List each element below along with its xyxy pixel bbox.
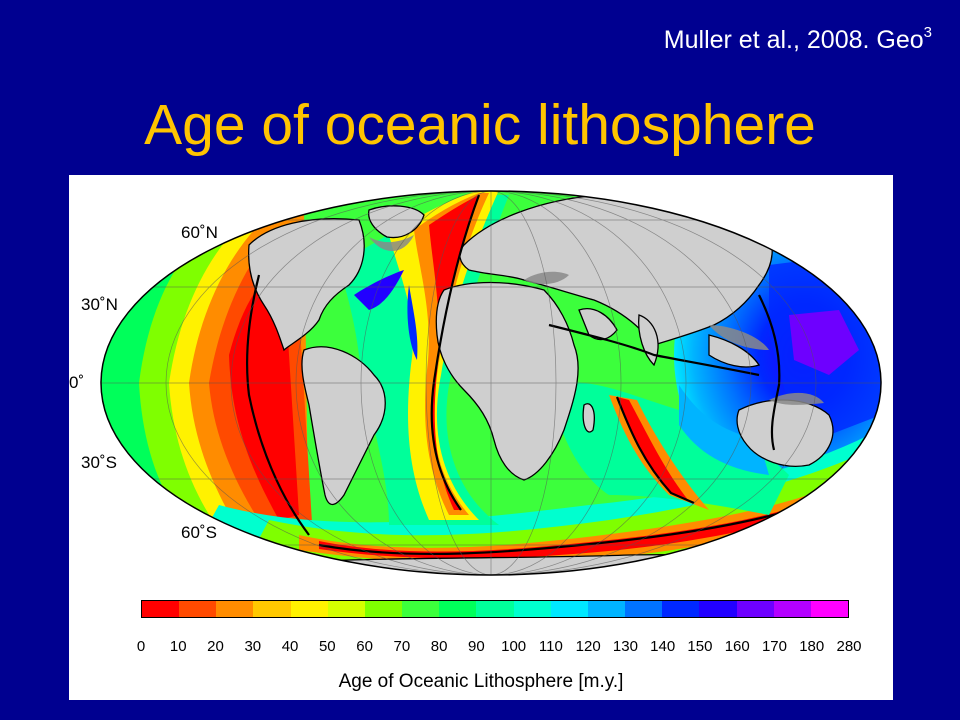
pacific-oldest-crust: [789, 310, 859, 375]
colorbar-swatch: [587, 601, 626, 617]
colorbar-swatch: [662, 601, 700, 617]
slide-title: Age of oceanic lithosphere: [0, 92, 960, 158]
colorbar-swatch: [550, 601, 588, 617]
colorbar-swatch: [216, 601, 254, 617]
lat-label-60n: 60˚N: [181, 223, 218, 242]
south-america: [301, 346, 386, 506]
colorbar-tick-label: 80: [430, 638, 448, 655]
colorbar-tick-label: 100: [501, 638, 527, 655]
lat-label-30s: 30˚S: [81, 453, 117, 472]
colorbar-tick-label: 50: [318, 638, 336, 655]
colorbar-swatch: [364, 601, 403, 617]
wharton-basin: [679, 385, 769, 475]
colorbar-swatch: [513, 601, 551, 617]
colorbar-tick-label: 30: [244, 638, 262, 655]
colorbar-tick-label: 120: [575, 638, 601, 655]
southeast-asia: [708, 334, 761, 368]
colorbar-tick-label: 140: [650, 638, 676, 655]
indian-ridge-red: [617, 397, 689, 501]
colorbar-tick-label: 180: [799, 638, 825, 655]
lat-label-30n: 30˚N: [81, 295, 118, 314]
lat-label-60s: 60˚S: [181, 523, 217, 542]
west-pacific-boundary: [758, 294, 781, 451]
colorbar-swatch: [327, 601, 365, 617]
globe-body: [101, 191, 881, 575]
graticule: [101, 191, 881, 575]
colorbar-swatch: [402, 601, 440, 617]
colorbar-swatch: [773, 601, 811, 617]
map-figure: 60˚N 30˚N 0˚ 30˚S 60˚S 0 10 20 30 40 50 60 70 80…: [69, 175, 893, 700]
colorbar-tick-label: 20: [207, 638, 224, 655]
madagascar: [582, 403, 595, 433]
colorbar-tick-label: 150: [687, 638, 713, 655]
colorbar-tick-label: 60: [356, 638, 373, 655]
indian-ocean-base: [549, 382, 789, 515]
colorbar-swatch: [810, 601, 848, 617]
colorbar: [141, 600, 849, 618]
colorbar-tick-label: 40: [281, 638, 299, 655]
globe-outline: [100, 190, 882, 576]
arabia: [578, 308, 618, 341]
citation: Muller et al., 2008. Geo3: [663, 24, 932, 55]
colorbar-tick-label: 10: [169, 638, 187, 655]
colorbar-swatch: [439, 601, 477, 617]
colorbar-swatch: [625, 601, 663, 617]
colorbar-swatch: [736, 601, 774, 617]
atlantic-central-old: [407, 285, 418, 360]
continental-shelves: [369, 235, 824, 405]
colorbar-tick-label: 90: [468, 638, 485, 655]
colorbar-tick-label: 170: [761, 638, 787, 655]
alpine-himalayan-boundary: [548, 323, 760, 377]
indian-boundary: [615, 396, 695, 505]
colorbar-tick-label: 280: [836, 638, 862, 655]
colorbar-tick-label: 70: [393, 638, 411, 655]
lat-label-equator: 0˚: [69, 373, 85, 392]
india: [638, 314, 659, 367]
colorbar-swatch: [699, 601, 737, 617]
east-pacific-boundary: [245, 274, 310, 536]
africa: [435, 281, 579, 481]
new-zealand: [846, 464, 861, 488]
colorbar-tick-label: 160: [724, 638, 750, 655]
colorbar-swatch: [142, 601, 180, 617]
colorbar-tick-label: 130: [612, 638, 638, 655]
colorbar-tick-label: 0: [136, 638, 146, 655]
citation-text: Muller et al., 2008. Geo: [663, 26, 924, 54]
colorbar-swatch: [476, 601, 514, 617]
slide-title-text: Age of oceanic lithosphere: [144, 93, 816, 157]
mid-atlantic-ridge: [429, 195, 479, 510]
colorbar-swatch: [179, 601, 217, 617]
colorbar-title: Age of Oceanic Lithosphere [m.y.]: [338, 671, 624, 692]
north-america: [248, 218, 365, 352]
atlantic-oldest-north: [354, 270, 404, 310]
colorbar-swatch: [290, 601, 328, 617]
citation-superscript: 3: [923, 24, 932, 41]
ocean-age-map: [100, 190, 882, 576]
colorbar-swatch: [253, 601, 291, 617]
mid-atlantic-boundary: [430, 194, 481, 511]
colorbar-tick-label: 110: [538, 638, 563, 655]
